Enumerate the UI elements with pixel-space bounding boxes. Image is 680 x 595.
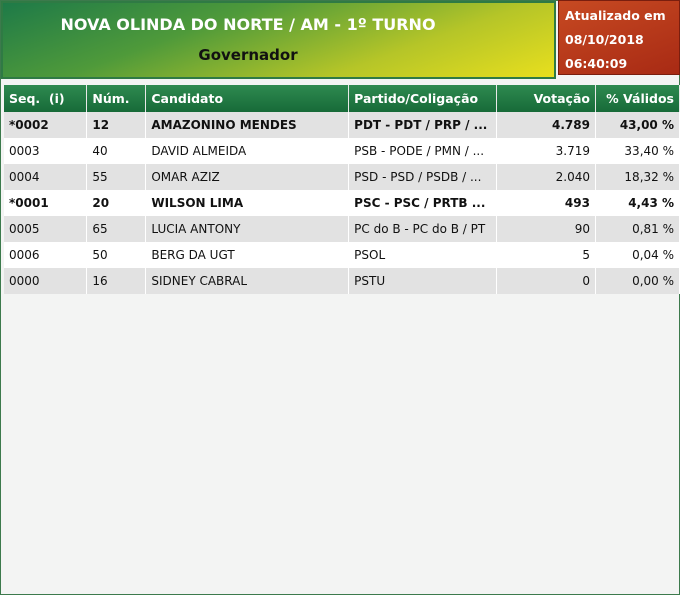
update-label: Atualizado em (565, 8, 666, 23)
column-header: Seq. (i) (4, 85, 88, 112)
table-cell: 0,04 % (595, 242, 680, 268)
table-cell: 0006 (4, 242, 88, 268)
table-cell: 50 (86, 242, 147, 268)
table-cell: LUCIA ANTONY (145, 216, 350, 242)
update-time: 06:40:09 (565, 56, 628, 71)
table-cell: 493 (496, 190, 596, 216)
table-cell: 0 (496, 268, 596, 294)
table-cell: 12 (86, 112, 147, 138)
table-cell: PDT - PDT / PRP / ... (348, 112, 498, 138)
column-header: % Válidos (595, 85, 680, 112)
title: NOVA OLINDA DO NORTE / AM - 1º TURNO (60, 15, 436, 34)
table-row: 0000 16 SIDNEY CABRAL PSTU 0 0,00 % (4, 268, 680, 294)
table-cell: 18,32 % (595, 164, 680, 190)
table-cell: 20 (86, 190, 147, 216)
table-cell: 0,00 % (595, 268, 680, 294)
table-cell: 55 (86, 164, 147, 190)
table-cell: PSOL (348, 242, 498, 268)
table-cell: 40 (86, 138, 147, 164)
table-row: 0004 55 OMAR AZIZ PSD - PSD / PSDB / ... 2.0… (4, 164, 680, 190)
table-cell: 33,40 % (595, 138, 680, 164)
table-cell: 0004 (4, 164, 88, 190)
table-cell: WILSON LIMA (145, 190, 350, 216)
update-box: Atualizado em 08/10/2018 06:40:09 (558, 0, 680, 75)
subtitle: Governador (198, 46, 298, 64)
table-cell: DAVID ALMEIDA (145, 138, 350, 164)
table-cell: PSC - PSC / PRTB ... (348, 190, 498, 216)
table-cell: 16 (86, 268, 147, 294)
table-cell: 5 (496, 242, 596, 268)
table-cell: OMAR AZIZ (145, 164, 350, 190)
table-cell: 4,43 % (595, 190, 680, 216)
header: NOVA OLINDA DO NORTE / AM - 1º TURNO Gov… (1, 1, 556, 79)
table-cell: 0000 (4, 268, 88, 294)
update-date: 08/10/2018 (565, 32, 644, 47)
header-row: Seq. (i) Núm. Candidato Partido/Coligação Vo… (4, 85, 680, 112)
table-cell: 0003 (4, 138, 88, 164)
table-cell: AMAZONINO MENDES (145, 112, 350, 138)
table-cell: PSTU (348, 268, 498, 294)
table-cell: 3.719 (496, 138, 596, 164)
column-header: Partido/Coligação (348, 85, 498, 112)
column-header: Núm. (86, 85, 147, 112)
table-cell: PC do B - PC do B / PT (348, 216, 498, 242)
table-cell: 0005 (4, 216, 88, 242)
table-cell: SIDNEY CABRAL (145, 268, 350, 294)
column-header: Candidato (145, 85, 350, 112)
column-header: Votação (496, 85, 596, 112)
table-cell: 0,81 % (595, 216, 680, 242)
table-cell: 90 (496, 216, 596, 242)
table-row: 0006 50 BERG DA UGT PSOL 5 0,04 % (4, 242, 680, 268)
table-cell: 65 (86, 216, 147, 242)
table-cell: *0002 (4, 112, 88, 138)
table-cell: 2.040 (496, 164, 596, 190)
table-cell: 4.789 (496, 112, 596, 138)
table-row: 0003 40 DAVID ALMEIDA PSB - PODE / PMN / ..… (4, 138, 680, 164)
results-table: Seq. (i) Núm. Candidato Partido/Coligação Vo… (4, 85, 680, 294)
table-cell: 43,00 % (595, 112, 680, 138)
table-row: *0001 20 WILSON LIMA PSC - PSC / PRTB ... 49… (4, 190, 680, 216)
table-cell: PSB - PODE / PMN / ... (348, 138, 498, 164)
table-row: *0002 12 AMAZONINO MENDES PDT - PDT / PRP /… (4, 112, 680, 138)
table-cell: *0001 (4, 190, 88, 216)
table-cell: PSD - PSD / PSDB / ... (348, 164, 498, 190)
table-row: 0005 65 LUCIA ANTONY PC do B - PC do B / PT… (4, 216, 680, 242)
table-cell: BERG DA UGT (145, 242, 350, 268)
